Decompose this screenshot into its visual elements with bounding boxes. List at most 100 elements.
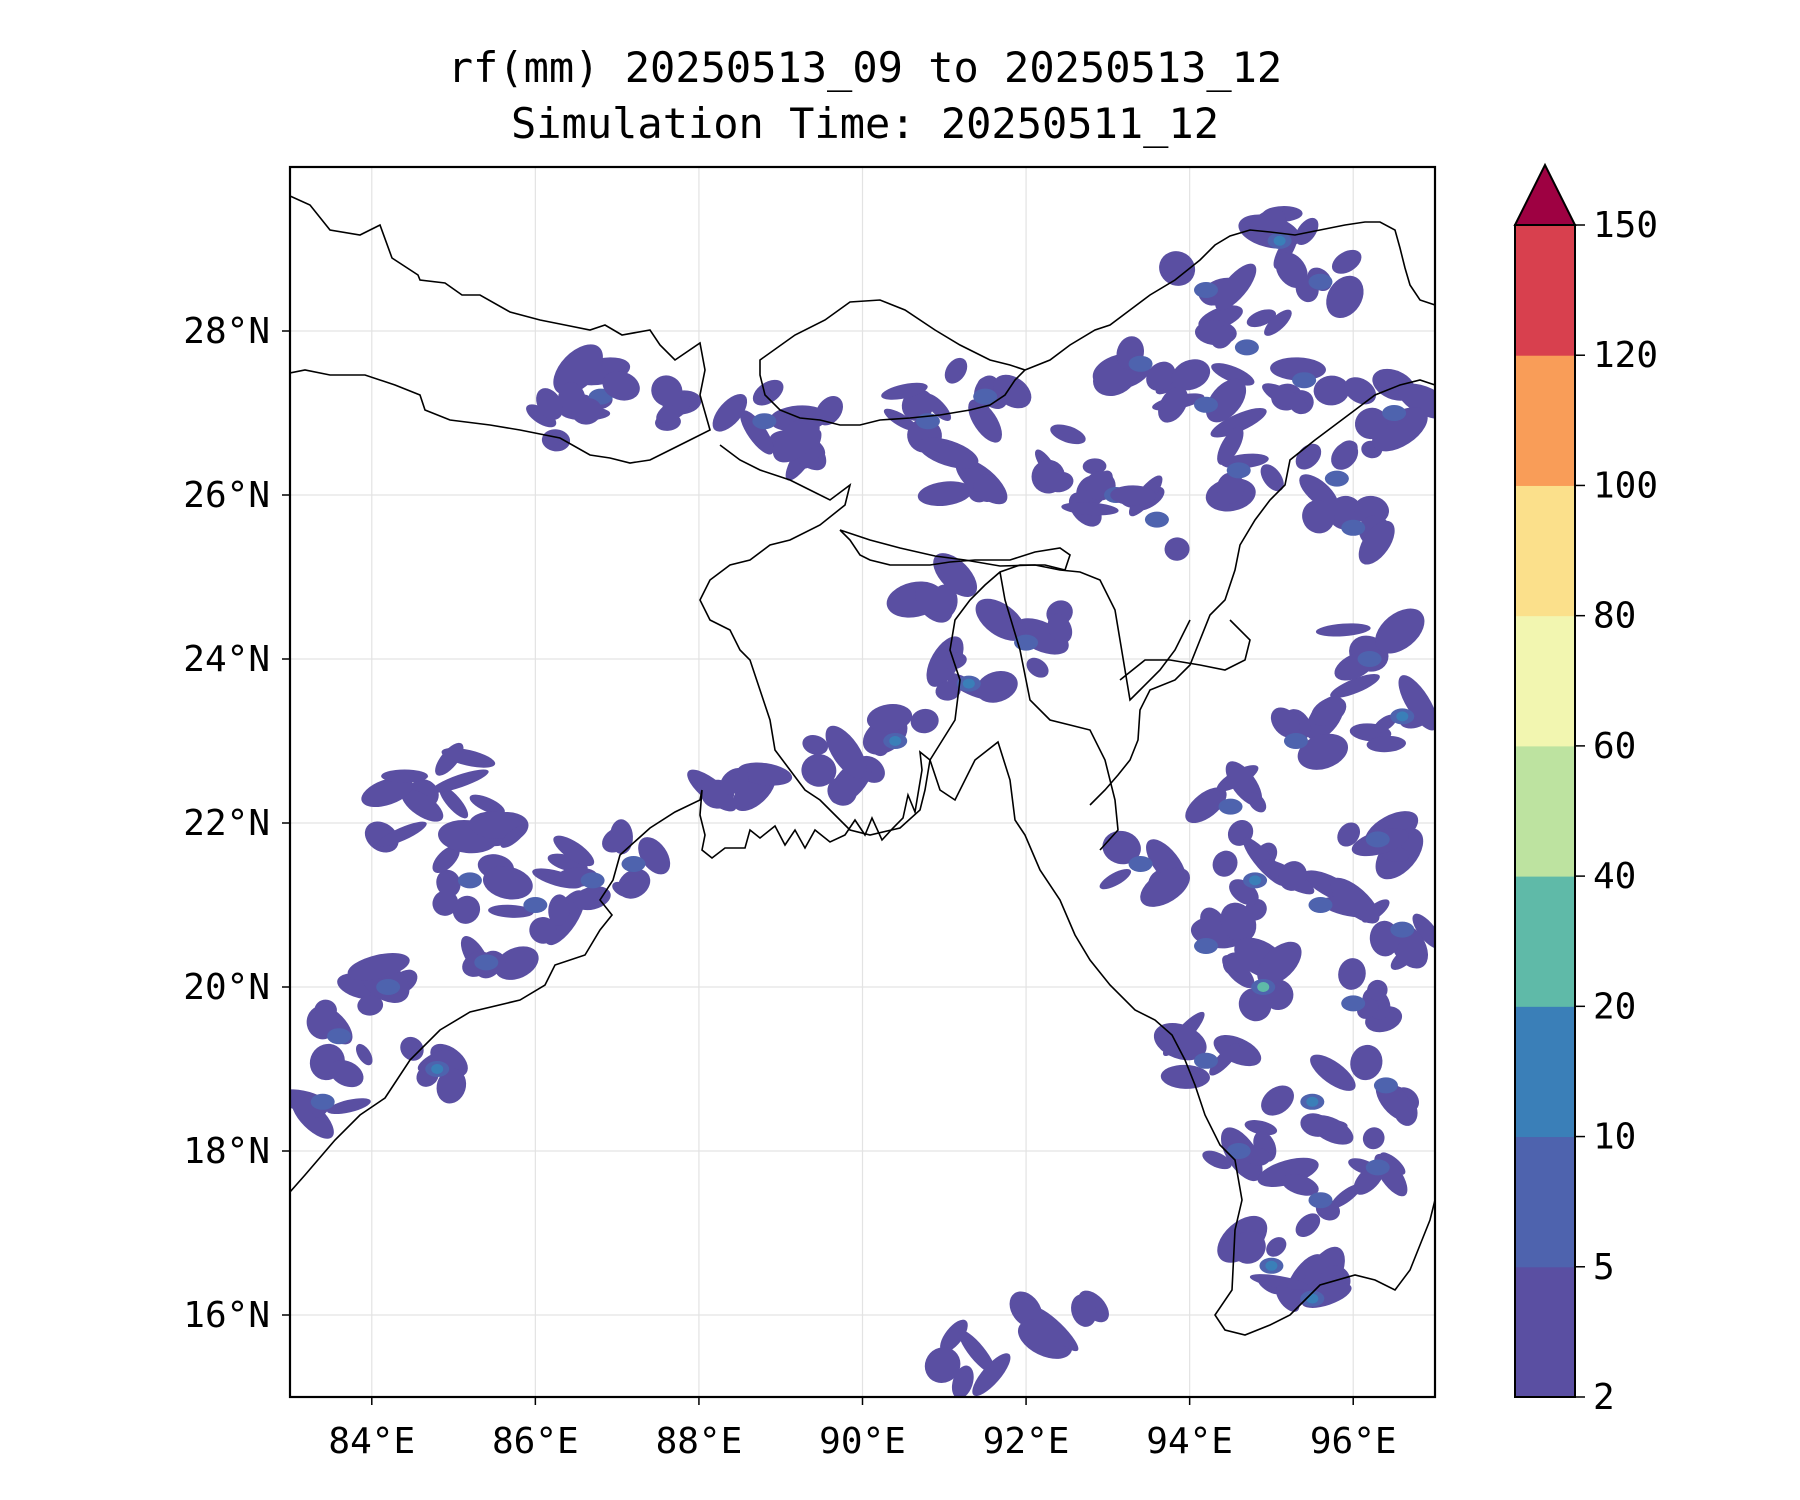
rain-patch — [1210, 407, 1267, 438]
rain-patch — [740, 410, 774, 455]
rain-patch — [1300, 1113, 1331, 1137]
rain-patch — [993, 374, 1032, 409]
rain-patch — [617, 868, 651, 899]
colorbar-label: 80 — [1593, 596, 1636, 637]
rain-patch — [326, 1098, 371, 1115]
rain-patch — [291, 1096, 334, 1139]
rain-patch — [1153, 1022, 1207, 1061]
rain-patch — [1338, 958, 1366, 990]
rain-core — [1194, 396, 1218, 413]
rain-patch — [1354, 407, 1388, 440]
rain-core — [1341, 995, 1366, 1012]
lat-tick-label: 20°N — [183, 967, 270, 1008]
rain-core — [1341, 519, 1366, 536]
rain-patch — [500, 825, 527, 848]
rain-core — [1382, 405, 1407, 421]
colorbar-label: 60 — [1593, 726, 1636, 767]
rain-patch — [801, 754, 837, 787]
colorbar-label: 40 — [1593, 856, 1636, 897]
lat-tick-label: 26°N — [183, 475, 270, 516]
tripura-mizoram-border — [999, 571, 1119, 851]
rain-patch — [656, 397, 691, 424]
bhutan-border — [759, 299, 1027, 426]
rain-patch — [1047, 613, 1073, 644]
rain-core — [973, 388, 998, 405]
myanmar-border — [1089, 379, 1435, 806]
lon-tick-label: 94°E — [1146, 1421, 1233, 1462]
rain-patch — [638, 837, 671, 875]
rain-patch — [802, 735, 829, 755]
rain-core — [327, 1028, 352, 1045]
rain-patch — [1264, 309, 1292, 336]
rain-patch — [494, 946, 539, 980]
rain-patch — [1295, 443, 1322, 470]
lon-tick-label: 88°E — [656, 1421, 743, 1462]
rain-patch — [1367, 979, 1388, 1001]
rain-patch — [918, 437, 979, 469]
colorbar-segment — [1515, 1136, 1575, 1268]
rain-peak — [962, 678, 975, 689]
rain-patch — [435, 742, 464, 776]
rain-patch — [958, 1330, 996, 1374]
rain-patch — [883, 408, 918, 432]
rain-patch — [1261, 1085, 1294, 1116]
northeast-border — [1024, 221, 1435, 371]
rain-patch — [400, 1036, 424, 1061]
interior-border — [1119, 619, 1251, 681]
rain-patch — [815, 396, 844, 426]
rain-core — [1144, 511, 1169, 528]
rain-patch — [452, 895, 481, 924]
rain-core — [1308, 1192, 1333, 1209]
rain-peak — [1306, 1293, 1319, 1304]
coastline — [290, 740, 1435, 1336]
rain-patch — [1262, 383, 1308, 411]
rain-peak — [1396, 711, 1409, 722]
rain-peak — [1257, 982, 1270, 992]
colorbar-segment — [1515, 355, 1575, 486]
rain-patch — [1050, 424, 1086, 445]
rain-patch — [355, 1043, 373, 1066]
colorbar-segment — [1515, 876, 1575, 1007]
rain-core — [1226, 462, 1251, 479]
rain-patch — [1344, 377, 1377, 405]
rain-patch — [488, 904, 534, 918]
rain-patch — [432, 890, 459, 916]
rain-patch — [1310, 1054, 1356, 1091]
rain-core — [1292, 372, 1317, 389]
colorbar-frame — [1514, 224, 1576, 1398]
rain-patch — [1295, 1213, 1321, 1237]
lon-tick-label: 92°E — [983, 1421, 1070, 1462]
rain-patch — [1146, 361, 1176, 391]
chart-title: rf(mm) 20250513_09 to 20250513_12 — [447, 43, 1283, 92]
rain-patch — [1247, 792, 1267, 813]
rain-patch — [1299, 474, 1339, 510]
rain-patch — [1398, 383, 1435, 419]
rain-patch — [1362, 1127, 1385, 1150]
rain-patch — [361, 777, 414, 807]
rain-core — [1194, 282, 1218, 298]
rain-core — [1194, 1052, 1218, 1069]
rain-peak — [889, 736, 902, 746]
rain-patch — [915, 583, 953, 623]
colorbar-segment — [1515, 745, 1575, 877]
rain-patch — [436, 869, 461, 897]
rain-core — [1373, 1077, 1398, 1094]
rain-patch — [1071, 1294, 1097, 1327]
rain-peak — [431, 1064, 444, 1074]
lon-tick-label: 90°E — [819, 1421, 906, 1462]
rain-patch — [526, 404, 557, 428]
rain-patch — [651, 375, 683, 407]
rain-patch — [381, 769, 429, 783]
rain-patch — [1244, 1147, 1271, 1166]
colorbar-label: 20 — [1593, 986, 1636, 1027]
rain-core — [523, 897, 548, 913]
colorbar-label: 100 — [1593, 465, 1658, 506]
rain-core — [580, 872, 605, 889]
rain-patch — [1212, 850, 1238, 877]
rain-patch — [951, 1365, 974, 1397]
rain-patch — [602, 371, 640, 401]
rain-patch — [1350, 1044, 1383, 1081]
chart-title-block: rf(mm) 20250513_09 to 20250513_12 Simula… — [290, 40, 1440, 152]
rain-patch — [529, 917, 557, 944]
rain-patch — [1110, 485, 1157, 506]
